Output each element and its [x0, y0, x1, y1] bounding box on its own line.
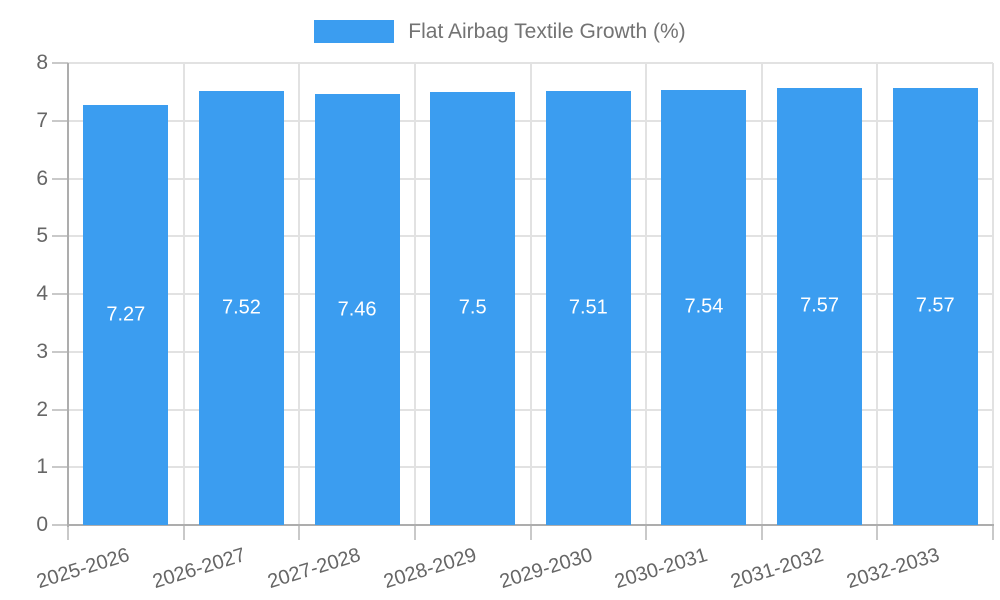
y-tick-mark	[52, 466, 68, 469]
bar[interactable]	[198, 90, 284, 525]
legend[interactable]: Flat Airbag Textile Growth (%)	[0, 19, 1000, 44]
x-gridline	[413, 63, 416, 525]
x-gridline	[760, 63, 763, 525]
bar[interactable]	[430, 91, 516, 525]
legend-label: Flat Airbag Textile Growth (%)	[408, 20, 686, 43]
bar-value-label: 7.27	[106, 303, 146, 326]
bar[interactable]	[314, 94, 400, 525]
x-axis-line	[67, 524, 994, 526]
x-tick-mark	[876, 525, 879, 540]
y-tick-mark	[52, 350, 68, 353]
bar-value-label: 7.5	[458, 296, 487, 319]
y-tick-mark	[52, 177, 68, 180]
bar-value-label: 7.57	[800, 294, 840, 317]
x-tick-mark	[182, 525, 185, 540]
x-tick-label: 2028-2029	[381, 544, 480, 594]
x-tick-mark	[67, 525, 69, 540]
x-tick-mark	[760, 525, 763, 540]
y-tick-mark	[52, 293, 68, 295]
x-tick-label: 2029-2030	[496, 544, 595, 594]
y-tick-label: 4	[36, 282, 48, 305]
y-tick-mark	[52, 408, 68, 411]
x-gridline	[298, 63, 301, 525]
x-tick-mark	[298, 525, 301, 540]
y-tick-label: 2	[36, 397, 48, 421]
x-tick-label: 2032-2033	[843, 544, 942, 594]
x-tick-label: 2026-2027	[149, 544, 248, 594]
x-tick-label: 2030-2031	[612, 544, 711, 594]
x-tick-label: 2027-2028	[265, 544, 364, 594]
y-tick-label: 1	[36, 455, 48, 479]
bar-value-label: 7.57	[915, 294, 955, 317]
bar[interactable]	[892, 87, 978, 525]
bar[interactable]	[83, 105, 169, 525]
y-tick-mark	[52, 235, 68, 238]
bar-value-label: 7.54	[684, 295, 724, 318]
y-tick-label: 5	[36, 224, 48, 248]
y-tick-mark	[52, 524, 68, 526]
y-tick-mark	[52, 62, 68, 64]
x-tick-label: 2025-2026	[34, 544, 133, 594]
x-gridline	[529, 63, 532, 525]
x-tick-mark	[992, 525, 994, 540]
y-tick-label: 6	[36, 166, 48, 190]
x-gridline	[992, 63, 994, 525]
y-tick-label: 3	[36, 339, 48, 363]
bar-value-label: 7.52	[221, 296, 261, 319]
x-gridline	[645, 63, 648, 525]
x-tick-mark	[645, 525, 648, 540]
y-tick-mark	[52, 119, 68, 122]
x-tick-mark	[413, 525, 416, 540]
x-tick-mark	[529, 525, 532, 540]
y-tick-label: 0	[36, 513, 48, 536]
y-tick-label: 8	[36, 51, 48, 74]
bar[interactable]	[545, 91, 631, 525]
x-tick-label: 2031-2032	[728, 544, 826, 594]
x-gridline	[182, 63, 185, 525]
bar[interactable]	[777, 87, 863, 525]
bar[interactable]	[661, 89, 747, 525]
bar-value-label: 7.46	[337, 298, 377, 321]
y-axis-line	[67, 63, 69, 527]
y-tick-label: 7	[36, 108, 48, 132]
bar-value-label: 7.51	[568, 296, 608, 319]
x-gridline	[876, 63, 879, 525]
legend-swatch	[314, 20, 395, 43]
